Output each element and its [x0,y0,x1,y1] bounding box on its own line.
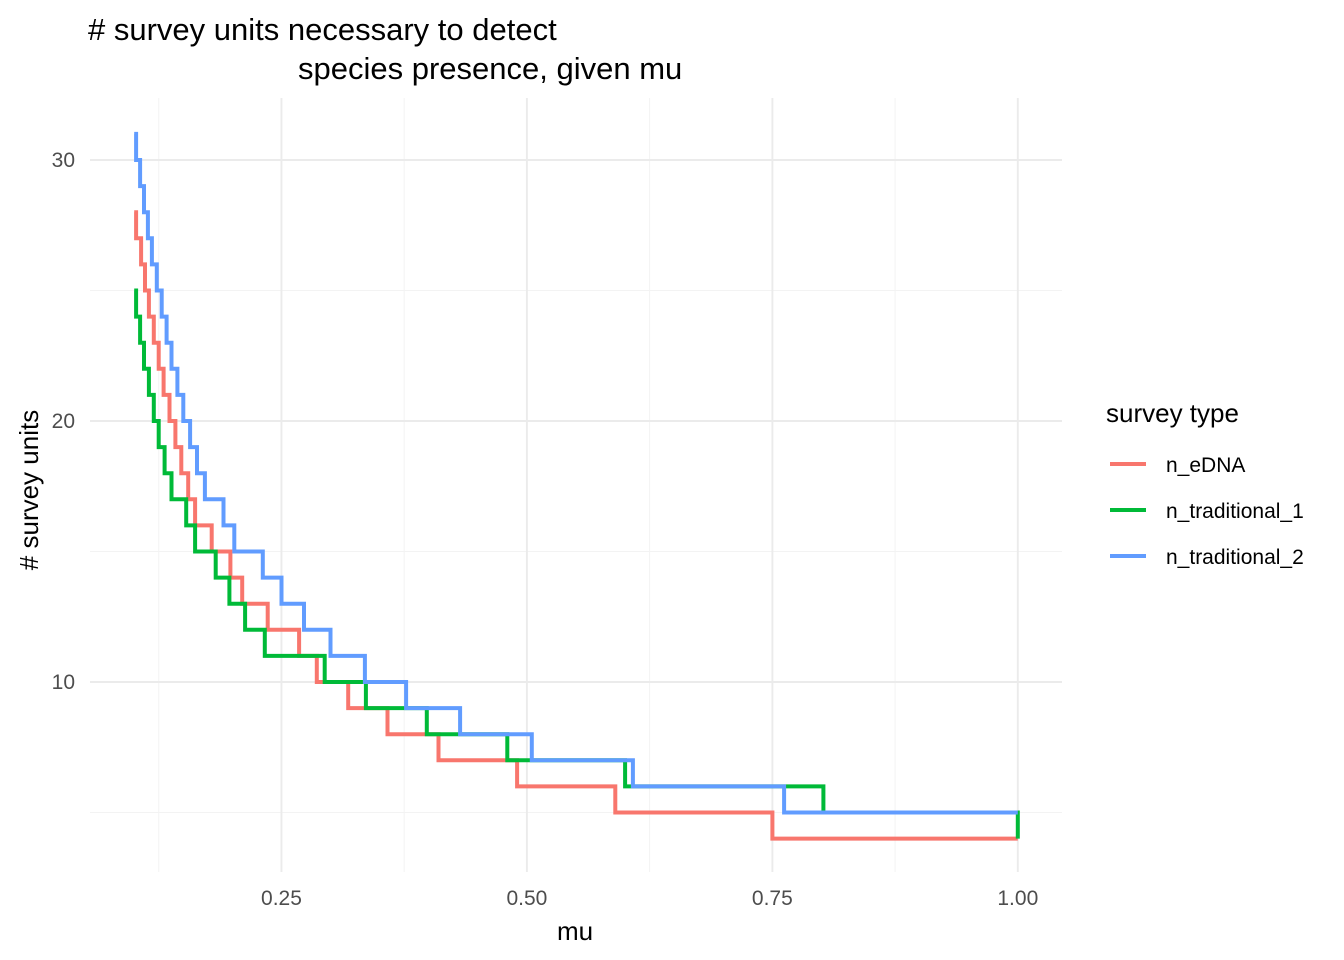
x-tick-label-0: 0.25 [261,887,302,910]
y-tick-label-1: 20 [52,410,75,433]
legend-title: survey type [1106,398,1239,428]
y-tick-label-2: 30 [52,149,75,172]
x-tick-label-1: 0.50 [506,887,547,910]
legend-items: n_eDNA n_traditional_1 n_traditional_2 [1110,454,1304,569]
series-line-n_traditional_1 [134,288,1020,839]
x-axis-title: mu [557,916,593,946]
axes: 0.25 0.50 0.75 1.00 10 20 30 [52,149,1039,910]
x-tick-label-3: 1.00 [997,887,1038,910]
series-lines [134,131,1020,841]
legend-label-n_traditional_2: n_traditional_2 [1166,546,1304,569]
chart-title-line-1: # survey units necessary to detect [88,12,557,47]
y-axis-title: # survey units [14,410,44,570]
x-tick-label-2: 0.75 [752,887,793,910]
legend: survey type n_eDNA n_traditional_1 n_tradi… [1106,398,1304,569]
series-line-n_traditional_2 [134,131,1018,815]
legend-label-n_traditional_1: n_traditional_1 [1166,500,1304,523]
legend-label-n_eDNA: n_eDNA [1166,454,1245,477]
series-line-n_eDNA [134,210,1018,841]
chart-title-line-2: species presence, given mu [298,51,682,86]
y-tick-label-0: 10 [52,671,75,694]
grid [90,98,1062,872]
